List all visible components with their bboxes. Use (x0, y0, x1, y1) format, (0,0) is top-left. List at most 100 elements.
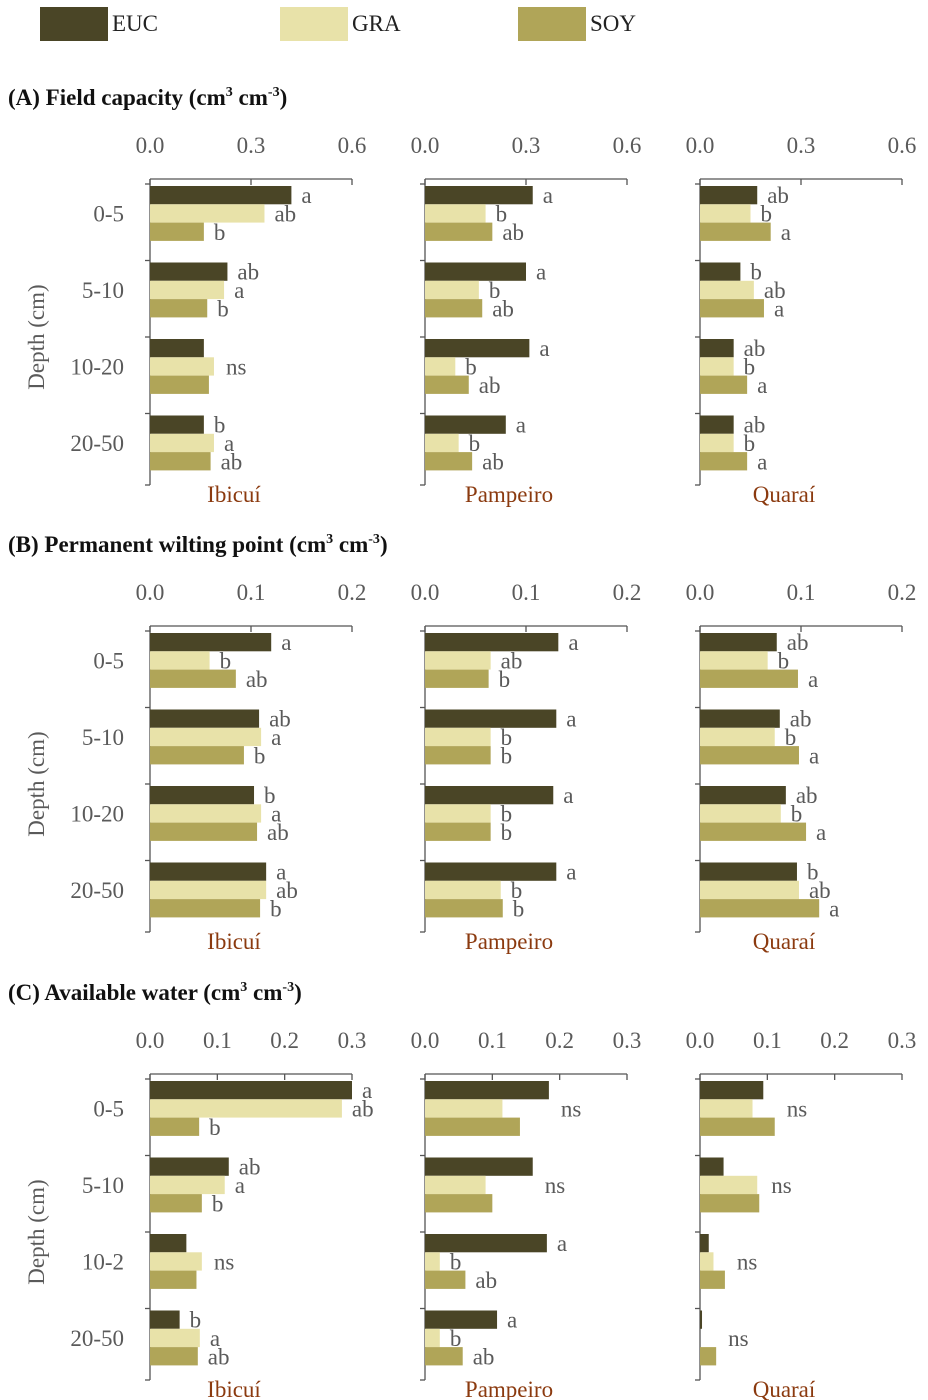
bar-euc (150, 263, 227, 281)
bar-gra (150, 1099, 342, 1117)
significance-label: b (501, 743, 513, 768)
bar-soy (425, 1194, 492, 1212)
x-tick-label: 0.0 (411, 133, 440, 158)
significance-label: ab (492, 296, 514, 321)
x-tick-label: 0.0 (136, 580, 165, 605)
significance-label: a (566, 707, 576, 732)
significance-label: b (499, 667, 511, 692)
bar-soy (425, 823, 491, 841)
bar-euc (700, 339, 734, 357)
bar-euc (150, 339, 204, 357)
bar-euc (425, 786, 553, 804)
significance-label: a (543, 183, 553, 208)
bar-euc (700, 1234, 709, 1252)
bar-soy (150, 223, 204, 241)
significance-label: a (539, 336, 549, 361)
significance-label: ab (809, 878, 831, 903)
significance-label: a (809, 743, 819, 768)
x-tick-label: 0.0 (686, 133, 715, 158)
x-tick-label: 0.6 (338, 133, 367, 158)
legend-swatch-euc (40, 7, 108, 41)
legend-label-gra: GRA (352, 11, 401, 36)
x-tick-label: 0.1 (787, 580, 816, 605)
x-tick-label: 0.2 (545, 1028, 574, 1053)
significance-label: b (209, 1115, 221, 1140)
bar-euc (700, 186, 757, 204)
significance-label: b (212, 1191, 224, 1216)
significance-label: a (757, 449, 767, 474)
significance-label: b (214, 220, 226, 245)
x-tick-label: 0.2 (820, 1028, 849, 1053)
bar-soy (700, 1194, 759, 1212)
bar-gra (700, 804, 781, 822)
x-tick-label: 0.0 (411, 580, 440, 605)
significance-label: b (254, 743, 266, 768)
x-tick-label: 0.1 (237, 580, 266, 605)
significance-label: b (785, 725, 797, 750)
y-axis-label: Depth (cm) (24, 1179, 49, 1284)
bar-euc (425, 416, 506, 434)
panel-quaraí: 0.0 0.3 0.6abbababaabbaabbaQuaraí (686, 133, 917, 507)
bar-soy (425, 899, 503, 917)
bar-soy (150, 1118, 199, 1136)
x-tick-label: 0.1 (203, 1028, 232, 1053)
bar-gra (700, 434, 734, 452)
bar-gra (150, 728, 261, 746)
site-label: Ibicuí (207, 929, 261, 954)
category-label: 20-50 (70, 1326, 124, 1351)
x-tick-label: 0.1 (512, 580, 541, 605)
site-label: Quaraí (753, 929, 816, 954)
bar-euc (150, 416, 204, 434)
y-axis-label: Depth (cm) (24, 284, 49, 389)
bar-euc (700, 710, 780, 728)
category-label: 0-5 (93, 201, 124, 226)
bar-euc (425, 633, 558, 651)
panel-quaraí: 0.0 0.1 0.2 0.3 ns ns ns ns Quaraí (686, 1028, 917, 1400)
significance-label: ab (221, 449, 243, 474)
significance-label: a (774, 296, 784, 321)
significance-label: ab (482, 449, 504, 474)
site-label: Quaraí (753, 482, 816, 507)
bar-gra (425, 728, 491, 746)
significance-label: b (190, 1308, 202, 1333)
significance-label: b (217, 296, 229, 321)
bar-euc (150, 1234, 186, 1252)
bar-euc (425, 1081, 549, 1099)
bar-gra (700, 881, 799, 899)
significance-label: ns (545, 1173, 566, 1198)
legend-swatch-soy (518, 7, 586, 41)
site-label: Pampeiro (465, 929, 553, 954)
x-tick-label: 0.0 (686, 580, 715, 605)
significance-label: ns (214, 1249, 235, 1274)
category-label: 5-10 (82, 278, 124, 303)
bar-gra (425, 434, 459, 452)
site-label: Pampeiro (465, 482, 553, 507)
significance-label: a (808, 667, 818, 692)
panel-ibicuí: 0.0 0.1 0.2ababababbaabaabbIbicuí (136, 580, 367, 954)
significance-label: b (791, 801, 803, 826)
bar-soy (150, 1347, 198, 1365)
significance-label: ns (728, 1326, 749, 1351)
bar-gra (150, 281, 224, 299)
significance-label: b (501, 820, 513, 845)
bar-euc (150, 1311, 180, 1329)
legend-label-soy: SOY (590, 11, 636, 36)
section-title: (B) Permanent wilting point (cm3 cm-3) (8, 532, 388, 557)
x-tick-label: 0.0 (686, 1028, 715, 1053)
bar-euc (150, 863, 266, 881)
bar-euc (700, 1081, 763, 1099)
bar-gra (425, 1252, 440, 1270)
bar-soy (700, 899, 819, 917)
bar-gra (700, 1099, 753, 1117)
significance-label: ns (737, 1249, 758, 1274)
significance-label: ns (787, 1096, 808, 1121)
significance-label: a (566, 860, 576, 885)
bar-gra (425, 804, 491, 822)
significance-label: a (536, 260, 546, 285)
bar-gra (700, 281, 754, 299)
panel-pampeiro: 0.0 0.3 0.6ababababababababPampeiro (411, 133, 642, 507)
x-tick-label: 0.3 (237, 133, 266, 158)
significance-label: ab (479, 373, 501, 398)
bar-euc (150, 710, 259, 728)
